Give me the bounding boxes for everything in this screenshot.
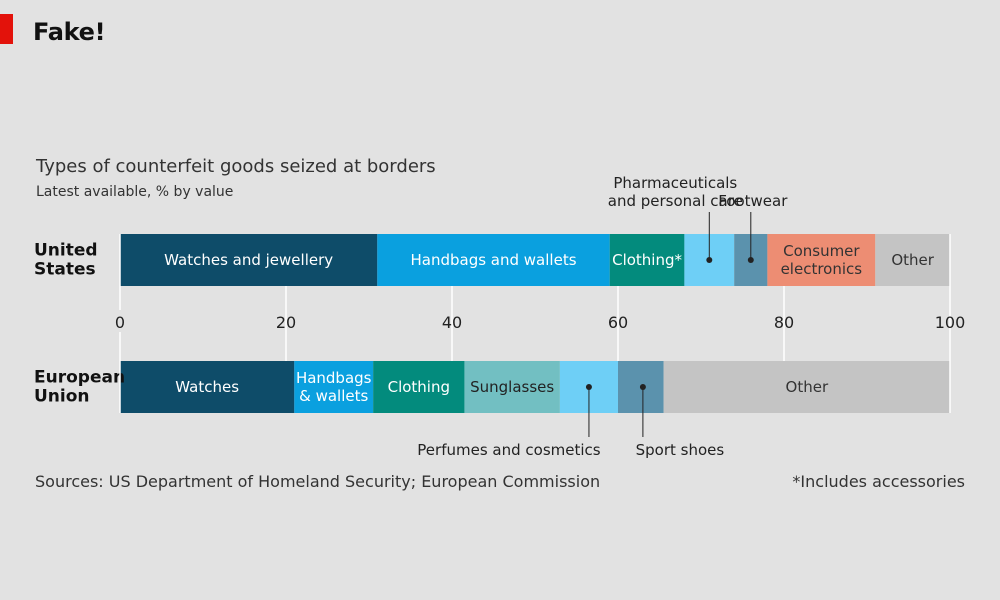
callout-label: Pharmaceuticals and personal care xyxy=(608,174,743,210)
segment-label: Sunglasses xyxy=(470,378,554,396)
tick-label: 20 xyxy=(276,313,296,332)
tick-label: 60 xyxy=(608,313,628,332)
callout-label: Sport shoes xyxy=(636,441,725,459)
brand-tab xyxy=(0,14,13,44)
segment-label: Other xyxy=(786,378,829,396)
segment-label: Consumer electronics xyxy=(781,242,863,278)
source-note: Sources: US Department of Homeland Secur… xyxy=(35,472,601,491)
segment-label: Handbags & wallets xyxy=(296,369,372,405)
row-label: European Union xyxy=(34,368,125,407)
segment-label: Clothing xyxy=(388,378,450,396)
callout-dot xyxy=(639,384,646,390)
bar-segment xyxy=(875,234,950,286)
segment-label: Other xyxy=(891,251,934,269)
segment-label: Handbags and wallets xyxy=(410,251,576,269)
bar-segment xyxy=(294,361,374,413)
callout-dot xyxy=(585,384,592,390)
segment-label: Watches and jewellery xyxy=(164,251,333,269)
row-label: United States xyxy=(34,241,98,280)
callout-label: Perfumes and cosmetics xyxy=(417,441,600,459)
bar-segment xyxy=(373,361,465,413)
tick-label: 0 xyxy=(115,313,125,332)
tick-label: 80 xyxy=(774,313,794,332)
tick-label: 100 xyxy=(935,313,966,332)
chart-title: Types of counterfeit goods seized at bor… xyxy=(35,156,436,177)
footnote: *Includes accessories xyxy=(792,472,965,491)
tick-label: 40 xyxy=(442,313,462,332)
bar-segment xyxy=(609,234,685,286)
headline: Fake! xyxy=(33,18,106,46)
bar-segment xyxy=(377,234,610,286)
chart-subtitle: Latest available, % by value xyxy=(36,184,233,200)
bar-segment xyxy=(663,361,950,413)
bar-segment xyxy=(464,361,560,413)
segment-label: Watches xyxy=(175,378,239,396)
bar-segment xyxy=(120,361,295,413)
bar-segment xyxy=(120,234,378,286)
callout-dot xyxy=(706,257,713,263)
segment-label: Clothing* xyxy=(612,251,682,269)
callout-label: Footwear xyxy=(718,192,788,210)
callout-dot xyxy=(747,257,754,263)
tick-label-bg xyxy=(104,310,136,332)
bar-segment xyxy=(767,234,876,286)
